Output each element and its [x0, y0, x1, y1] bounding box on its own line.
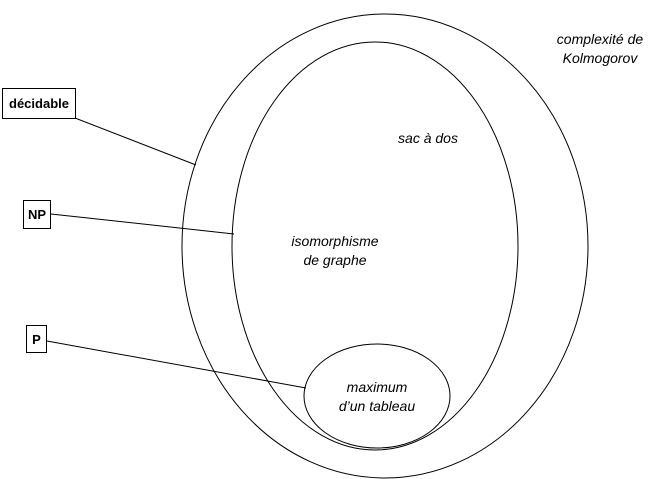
p-label: P — [26, 325, 47, 353]
np-region — [231, 41, 519, 451]
np-connector — [50, 213, 235, 235]
maximum-line2: d’un tableau — [338, 398, 416, 414]
sac-a-dos-label: sac à dos — [398, 130, 458, 146]
maximum-label: maximum d’un tableau — [317, 378, 437, 416]
kolmogorov-line1: complexité de — [556, 31, 644, 47]
decidable-region — [181, 13, 589, 479]
maximum-line1: maximum — [346, 379, 408, 395]
p-connector — [46, 340, 307, 389]
decidable-label: décidable — [2, 88, 76, 119]
decidable-connector — [74, 117, 197, 166]
isomorphisme-label: isomorphisme de graphe — [270, 232, 400, 270]
np-label: NP — [23, 200, 51, 229]
isomorphisme-line2: de graphe — [303, 252, 367, 268]
kolmogorov-line2: Kolmogorov — [562, 50, 638, 66]
kolmogorov-label: complexité de Kolmogorov — [540, 30, 660, 68]
isomorphisme-line1: isomorphisme — [291, 233, 379, 249]
p-region — [303, 343, 451, 449]
